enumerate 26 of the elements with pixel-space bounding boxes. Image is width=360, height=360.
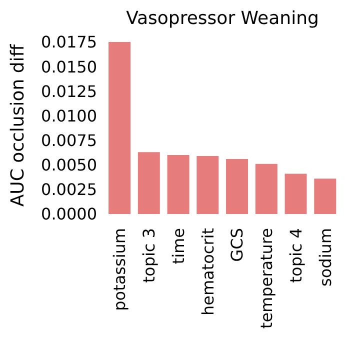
bar	[196, 156, 219, 214]
bar	[108, 42, 131, 214]
x-tick-label: potassium	[110, 228, 130, 311]
y-tick-label: 0.0100	[41, 106, 97, 126]
x-tick-label: sodium	[316, 228, 335, 286]
bar	[255, 164, 278, 214]
x-tick-label: GCS	[228, 228, 247, 262]
x-tick-label: topic 4	[286, 228, 306, 283]
y-tick-label: 0.0025	[41, 180, 97, 200]
bar	[284, 174, 307, 214]
x-tick-label: time	[168, 228, 188, 264]
bar	[138, 152, 160, 214]
y-tick-label: 0.0000	[41, 204, 97, 224]
chart-title: Vasopressor Weaning	[125, 8, 320, 29]
bar	[314, 178, 336, 214]
y-tick-label: 0.0175	[41, 32, 97, 52]
y-tick-label: 0.0075	[41, 130, 97, 150]
y-axis-title: AUC occlusion diff	[8, 44, 28, 206]
y-tick-label: 0.0050	[41, 156, 97, 175]
y-tick-label: 0.0125	[41, 82, 97, 101]
x-tick-label: hematocrit	[198, 228, 218, 316]
y-tick-label: 0.0150	[41, 57, 97, 76]
x-tick-label: temperature	[257, 228, 276, 329]
bar	[167, 155, 190, 214]
bar	[226, 158, 248, 214]
x-tick-label: topic 3	[140, 228, 159, 283]
